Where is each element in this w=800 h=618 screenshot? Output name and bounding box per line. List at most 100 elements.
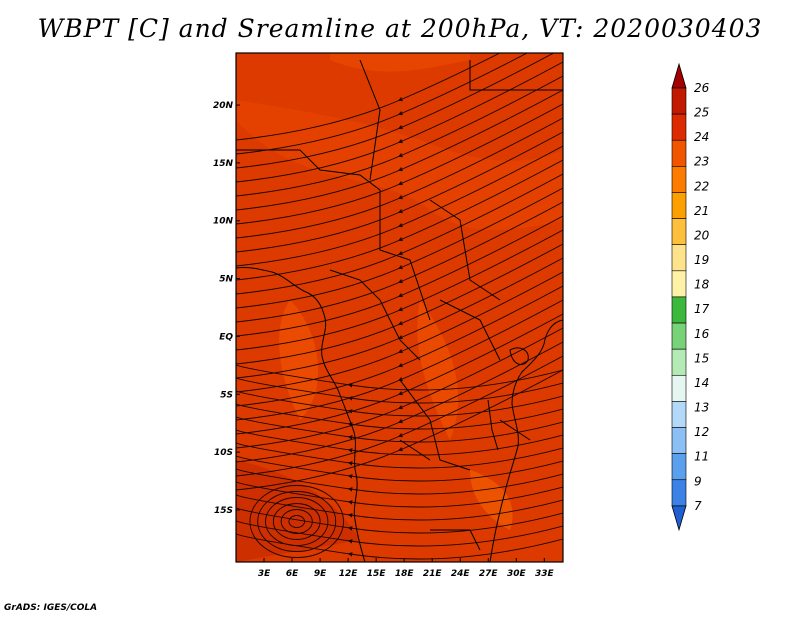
streamline: [236, 416, 563, 443]
streamline: [236, 131, 563, 253]
vortex-ring: [280, 509, 313, 534]
streamline: [236, 429, 563, 456]
streamline: [236, 229, 563, 351]
lon-label: 24E: [451, 569, 471, 579]
colorbar-label: 9: [694, 474, 702, 488]
colorbar-swatch: [671, 113, 687, 141]
streamline: [236, 355, 563, 477]
colorbar-label: 14: [694, 376, 709, 390]
streamline: [236, 257, 563, 379]
vortex-ring: [249, 485, 344, 558]
vortex-ring: [272, 503, 321, 540]
colorbar-label: 7: [694, 499, 702, 513]
lon-label: 27E: [479, 569, 499, 579]
streamline: [236, 364, 563, 391]
colorbar-label: 20: [694, 228, 710, 242]
colorbar-label: 25: [694, 106, 709, 120]
streamline: [236, 390, 563, 417]
colorbar-label: 23: [694, 155, 709, 169]
colorbar-label: 12: [694, 425, 709, 439]
streamline: [236, 468, 563, 495]
colorbar-label: 17: [694, 302, 710, 316]
colorbar-swatch: [671, 374, 687, 402]
lat-label: 10S: [214, 448, 233, 458]
colorbar-bottom-arrow: [671, 505, 687, 532]
colorbar-swatch: [671, 427, 687, 454]
colorbar-label: 16: [694, 327, 710, 341]
lake-tanganyika: [487, 399, 499, 451]
colorbar-label: 13: [694, 401, 709, 415]
streamline: [236, 89, 563, 211]
lat-label: EQ: [219, 332, 233, 342]
wbpt-field: [236, 53, 563, 562]
streamline: [236, 187, 563, 309]
coastline-east: [489, 319, 563, 562]
colorbar-swatch: [671, 244, 687, 272]
lon-label: 33E: [535, 569, 555, 579]
lake-victoria: [509, 347, 529, 366]
colorbar-top-arrow: [671, 62, 687, 89]
streamline: [236, 53, 555, 169]
plot-title: WBPT [C] and Sreamline at 200hPa, VT: 20…: [37, 14, 763, 43]
streamline: [236, 215, 563, 337]
colorbar-swatch: [671, 296, 687, 324]
streamline: [236, 285, 563, 407]
map-frame: [235, 52, 564, 563]
streamline: [236, 455, 563, 482]
streamline: [236, 61, 563, 183]
streamline: [236, 507, 563, 534]
streamline: [236, 243, 563, 365]
colorbar-label: 26: [694, 81, 710, 95]
colorbar-swatch: [671, 453, 687, 481]
lon-label: 18E: [395, 569, 415, 579]
colorbar-swatch: [671, 192, 687, 219]
colorbar-label: 11: [694, 450, 709, 464]
streamline: [236, 159, 563, 281]
streamline: [236, 117, 563, 239]
colorbar-swatch: [671, 87, 687, 115]
lon-label: 30E: [507, 569, 527, 579]
colorbar-swatch: [671, 348, 687, 376]
streamline: [236, 75, 563, 197]
colorbar-swatch: [671, 270, 687, 298]
lon-label: 12E: [339, 569, 359, 579]
lon-label: 3E: [258, 569, 271, 579]
lon-label: 21E: [423, 569, 443, 579]
lat-label: 5N: [219, 275, 233, 285]
colorbar-label: 18: [694, 278, 710, 292]
streamline: [236, 53, 529, 155]
colorbar-swatch: [671, 218, 687, 246]
coastline: [236, 267, 366, 562]
lon-label: 15E: [367, 569, 387, 579]
colorbar: 26 25 24 23 22 21 20 19 18 17 16 15 14 13 12 11 9 7: [671, 62, 710, 532]
colorbar-label: 24: [694, 130, 709, 144]
colorbar-label: 22: [694, 179, 709, 193]
vortex-ring: [257, 491, 337, 552]
streamline: [236, 173, 563, 295]
colorbar-label: 15: [694, 351, 709, 365]
latitude-axis: 20N 15N 10N 5N EQ 5S 10S 15S: [213, 101, 240, 516]
colorbar-swatch: [671, 479, 687, 507]
streamline: [236, 271, 563, 393]
lat-label: 5S: [220, 390, 233, 400]
colorbar-swatch: [671, 166, 687, 193]
streamline: [236, 313, 563, 435]
streamline: [236, 201, 563, 323]
streamline: [236, 403, 563, 430]
lat-label: 10N: [213, 217, 234, 227]
colorbar-swatch: [671, 401, 687, 428]
colorbar-swatch: [671, 322, 687, 350]
streamline: [236, 442, 563, 469]
lon-label: 9E: [314, 569, 327, 579]
longitude-axis: 3E 6E 9E 12E 15E 18E 21E 24E 27E 30E 33E: [258, 558, 555, 579]
streamline: [236, 377, 563, 404]
colorbar-label: 19: [694, 253, 709, 267]
vortex-ring: [288, 515, 305, 528]
streamline: [236, 103, 563, 225]
colorbar-label: 21: [694, 204, 709, 218]
streamline: [236, 53, 501, 141]
lon-label: 6E: [286, 569, 299, 579]
lat-label: 15S: [214, 506, 233, 516]
vortex-ring: [265, 497, 329, 546]
